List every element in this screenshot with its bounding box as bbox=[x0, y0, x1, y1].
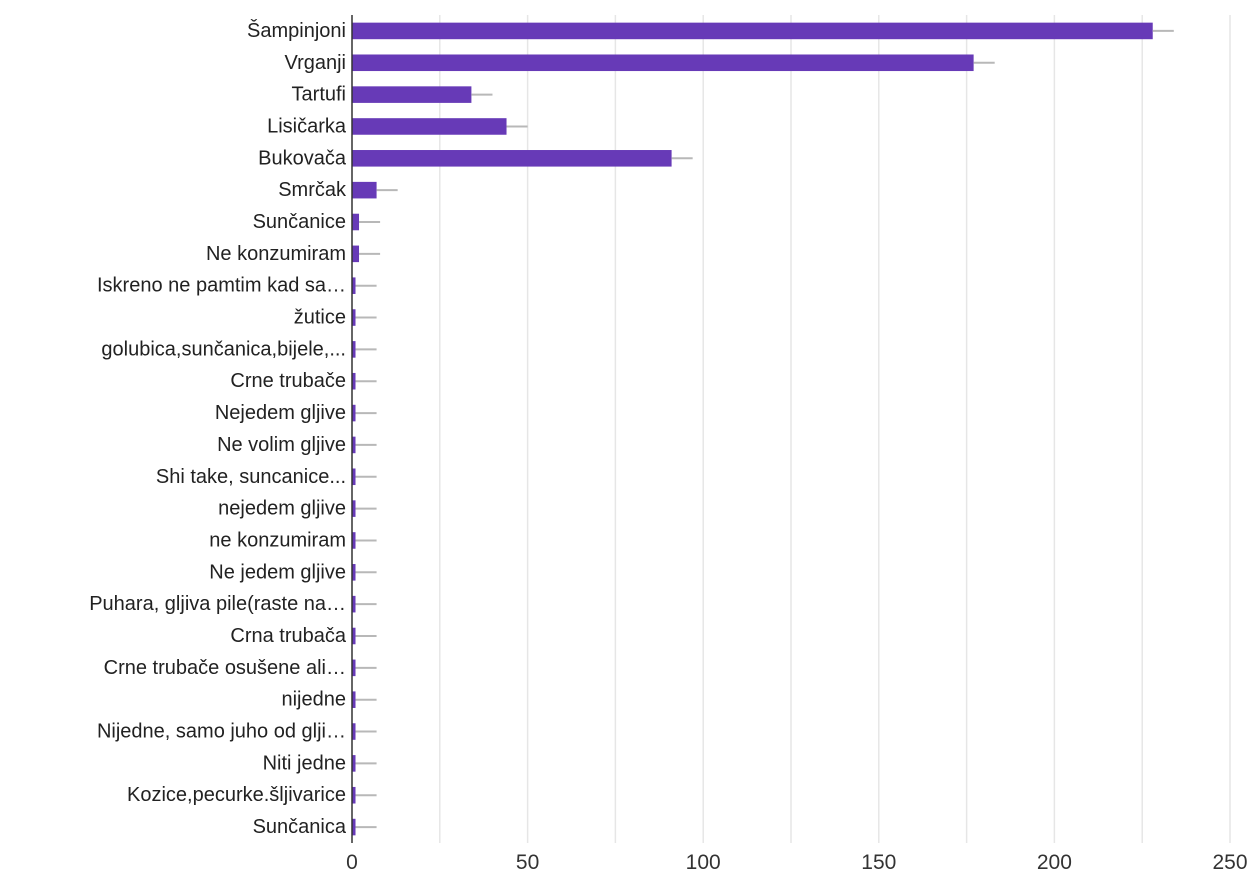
category-label: Lisičarka bbox=[267, 115, 347, 137]
x-tick-label: 200 bbox=[1037, 851, 1072, 874]
x-tick-label: 100 bbox=[686, 851, 721, 874]
bar bbox=[352, 659, 356, 677]
category-label: Nijedne, samo juho od glji… bbox=[97, 721, 346, 743]
category-label: Šampinjoni bbox=[247, 19, 346, 42]
bar bbox=[352, 627, 356, 645]
bar bbox=[352, 468, 356, 486]
category-label: Smrčak bbox=[278, 179, 347, 201]
x-tick-label: 0 bbox=[346, 851, 358, 874]
category-label: Shi take, suncanice... bbox=[156, 466, 346, 488]
category-label: nejedem gljive bbox=[218, 498, 346, 520]
category-label: ne konzumiram bbox=[209, 529, 346, 551]
bar bbox=[352, 595, 356, 613]
bar bbox=[352, 277, 356, 294]
category-labels: Šampinjoni Vrganji Tartufi Lisičarka Bukovač… bbox=[89, 19, 347, 838]
x-axis-ticks: 0 50 100 150 200 250 bbox=[346, 851, 1247, 874]
bar bbox=[352, 213, 360, 231]
category-label: Niti jedne bbox=[263, 752, 346, 774]
category-label: Sunčanica bbox=[253, 816, 347, 838]
category-label: Crne trubače bbox=[230, 370, 346, 392]
error-bars bbox=[355, 29, 1174, 829]
x-tick-label: 250 bbox=[1212, 851, 1247, 874]
bar bbox=[352, 691, 356, 708]
bar bbox=[352, 309, 356, 326]
bar bbox=[352, 723, 356, 740]
category-label: Nejedem gljive bbox=[215, 402, 346, 424]
category-label: Tartufi bbox=[292, 84, 346, 106]
bar bbox=[352, 118, 507, 135]
category-label: Sunčanice bbox=[253, 211, 346, 233]
category-label: nijedne bbox=[281, 689, 346, 711]
bar bbox=[352, 86, 472, 103]
category-label: Ne konzumiram bbox=[206, 243, 346, 265]
bar bbox=[352, 22, 1153, 40]
gridlines bbox=[439, 15, 1231, 843]
x-tick-label: 50 bbox=[516, 851, 539, 874]
bar bbox=[352, 755, 356, 772]
category-label: Crne trubače osušene ali… bbox=[104, 657, 346, 679]
category-label: golubica,sunčanica,bijele,... bbox=[101, 338, 346, 360]
bar bbox=[352, 500, 356, 517]
category-label: Bukovača bbox=[258, 147, 347, 169]
category-label: Iskreno ne pamtim kad sa… bbox=[97, 275, 346, 297]
category-label: Ne volim gljive bbox=[217, 434, 346, 456]
category-label: Ne jedem gljive bbox=[209, 561, 346, 583]
category-label: Puhara, gljiva pile(raste na… bbox=[89, 593, 346, 615]
bar bbox=[352, 372, 356, 390]
bar bbox=[352, 54, 974, 72]
category-label: žutice bbox=[294, 307, 346, 329]
bar bbox=[352, 245, 360, 263]
bars bbox=[352, 22, 1153, 836]
bar bbox=[352, 436, 356, 454]
category-label: Vrganji bbox=[284, 52, 346, 74]
bar bbox=[352, 532, 356, 549]
x-tick-label: 150 bbox=[861, 851, 896, 874]
bar bbox=[352, 786, 356, 804]
bar bbox=[352, 818, 356, 836]
bar bbox=[352, 404, 356, 422]
bar bbox=[352, 341, 356, 358]
bar bbox=[352, 181, 377, 199]
bar bbox=[352, 150, 672, 167]
category-label: Crna trubača bbox=[230, 625, 346, 647]
category-label: Kozice,pecurke.šljivarice bbox=[127, 784, 346, 806]
bar bbox=[352, 564, 356, 581]
